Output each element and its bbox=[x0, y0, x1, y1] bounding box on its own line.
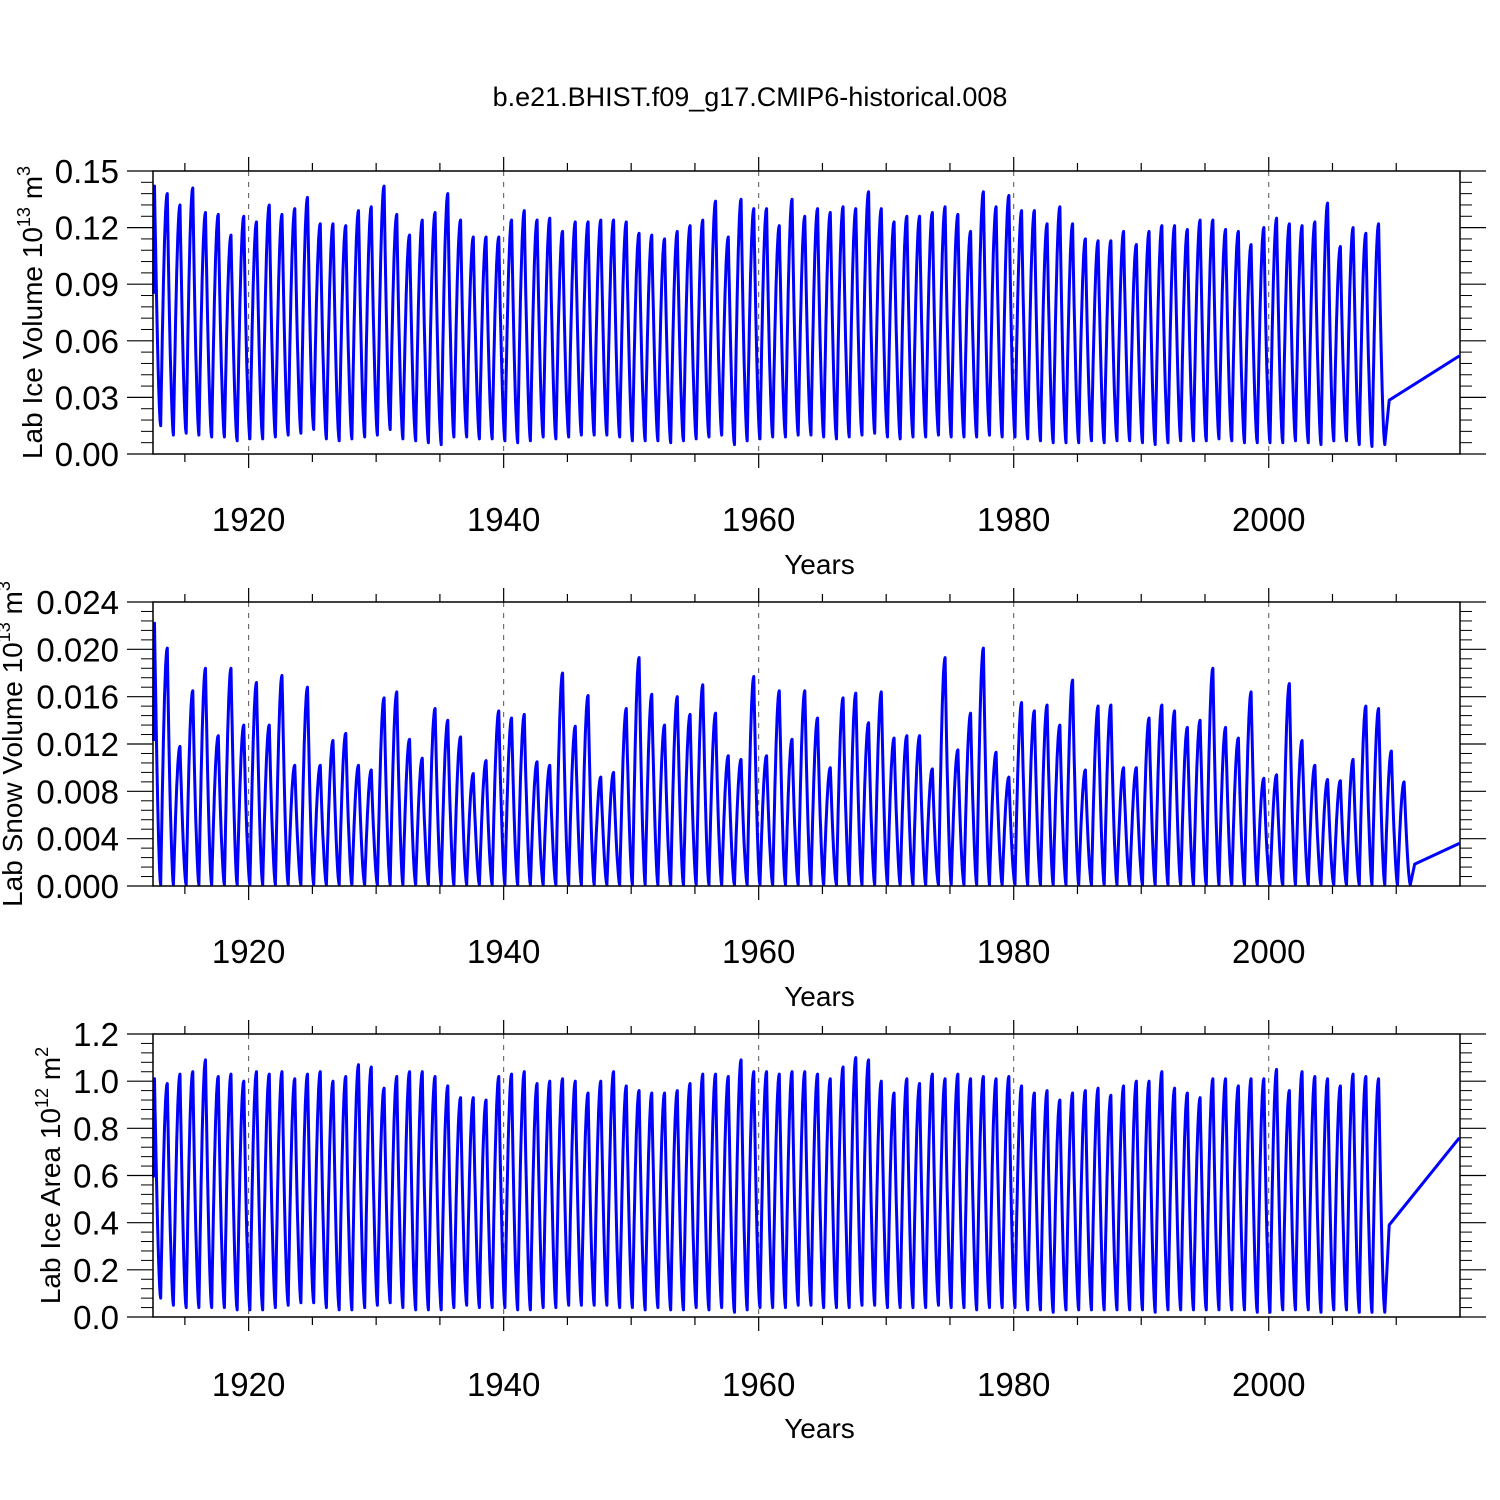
x-tick-label: 1920 bbox=[212, 501, 285, 538]
x-axis-label: Years bbox=[784, 1413, 855, 1444]
y-axis-label-unit: m bbox=[0, 591, 28, 622]
y-axis-label-unit-exponent: 3 bbox=[0, 581, 14, 591]
data-line bbox=[152, 184, 1461, 448]
y-tick-label: 0.03 bbox=[55, 379, 119, 416]
panel-2: 1920 1940 1960 1980 2000 0.000 0.004 0.008 0.012… bbox=[0, 581, 1486, 1012]
y-tick-label: 0.15 bbox=[55, 153, 119, 190]
y-tick-label: 0.8 bbox=[73, 1110, 119, 1147]
y-axis-label-exponent: 12 bbox=[32, 1088, 52, 1108]
x-axis-label: Years bbox=[784, 549, 855, 580]
data-line bbox=[152, 1056, 1461, 1314]
x-tick-label: 1960 bbox=[722, 501, 795, 538]
y-axis-label-base: Lab Ice Volume 10 bbox=[17, 227, 48, 459]
x-tick-label: 1980 bbox=[977, 501, 1050, 538]
y-tick-label: 0.6 bbox=[73, 1158, 119, 1195]
y-axis-label-unit-exponent: 3 bbox=[14, 166, 34, 176]
y-tick-label: 1.0 bbox=[73, 1063, 119, 1100]
x-tick-label: 1980 bbox=[977, 1366, 1050, 1403]
x-tick-label: 2000 bbox=[1232, 933, 1305, 970]
y-tick-label: 0.06 bbox=[55, 323, 119, 360]
y-tick-label: 0.016 bbox=[36, 679, 119, 716]
x-tick-label: 1980 bbox=[977, 933, 1050, 970]
y-tick-label: 0.020 bbox=[36, 631, 119, 668]
y-tick-label: 0.2 bbox=[73, 1252, 119, 1289]
y-tick-label: 0.024 bbox=[36, 584, 119, 621]
y-axis-label-exponent: 13 bbox=[14, 207, 34, 227]
y-axis-label-unit: m bbox=[17, 176, 48, 207]
x-tick-label: 1960 bbox=[722, 933, 795, 970]
y-axis-label-exponent: 13 bbox=[0, 622, 14, 642]
x-tick-label: 2000 bbox=[1232, 1366, 1305, 1403]
y-axis-label: Lab Ice Volume 1013 m3 bbox=[14, 166, 48, 459]
y-axis-label: Lab Ice Area 1012 m2 bbox=[32, 1047, 66, 1304]
y-tick-label: 0.008 bbox=[36, 773, 119, 810]
panels: 1920 1940 1960 1980 20000.000.030.060.090.12… bbox=[0, 153, 1486, 1444]
panel-1: 1920 1940 1960 1980 2000 0.00 0.03 0.06 0.09 0.12… bbox=[14, 153, 1486, 580]
plot-frame bbox=[152, 170, 1461, 455]
y-tick-label: 1.2 bbox=[73, 1016, 119, 1053]
y-tick-label: 0.012 bbox=[36, 726, 119, 763]
y-axis-label-unit-exponent: 2 bbox=[32, 1047, 52, 1057]
y-tick-label: 0.0 bbox=[73, 1299, 119, 1336]
x-tick-label: 1940 bbox=[467, 501, 540, 538]
y-axis-label-base: Lab Snow Volume 10 bbox=[0, 642, 28, 907]
y-tick-label: 0.12 bbox=[55, 210, 119, 247]
x-tick-label: 1920 bbox=[212, 933, 285, 970]
y-tick-label: 0.4 bbox=[73, 1205, 119, 1242]
panel-3: 1920 1940 1960 1980 2000 0.0 0.2 0.4 0.6 0.8 1.0 1.… bbox=[32, 1016, 1486, 1444]
data-line bbox=[152, 621, 1461, 887]
x-tick-label: 1960 bbox=[722, 1366, 795, 1403]
x-axis-label: Years bbox=[784, 981, 855, 1012]
figure-title: b.e21.BHIST.f09_g17.CMIP6-historical.008 bbox=[493, 82, 1008, 112]
x-tick-label: 1940 bbox=[467, 933, 540, 970]
x-tick-label: 1920 bbox=[212, 1366, 285, 1403]
y-axis-label-unit: m bbox=[35, 1057, 66, 1088]
y-axis-label-base: Lab Ice Area 10 bbox=[35, 1108, 66, 1304]
y-tick-label: 0.00 bbox=[55, 436, 119, 473]
y-tick-label: 0.004 bbox=[36, 821, 119, 858]
y-tick-label: 0.000 bbox=[36, 868, 119, 905]
x-tick-label: 1940 bbox=[467, 1366, 540, 1403]
y-axis-label: Lab Snow Volume 1013 m3 bbox=[0, 581, 28, 907]
y-tick-label: 0.09 bbox=[55, 266, 119, 303]
x-tick-label: 2000 bbox=[1232, 501, 1305, 538]
